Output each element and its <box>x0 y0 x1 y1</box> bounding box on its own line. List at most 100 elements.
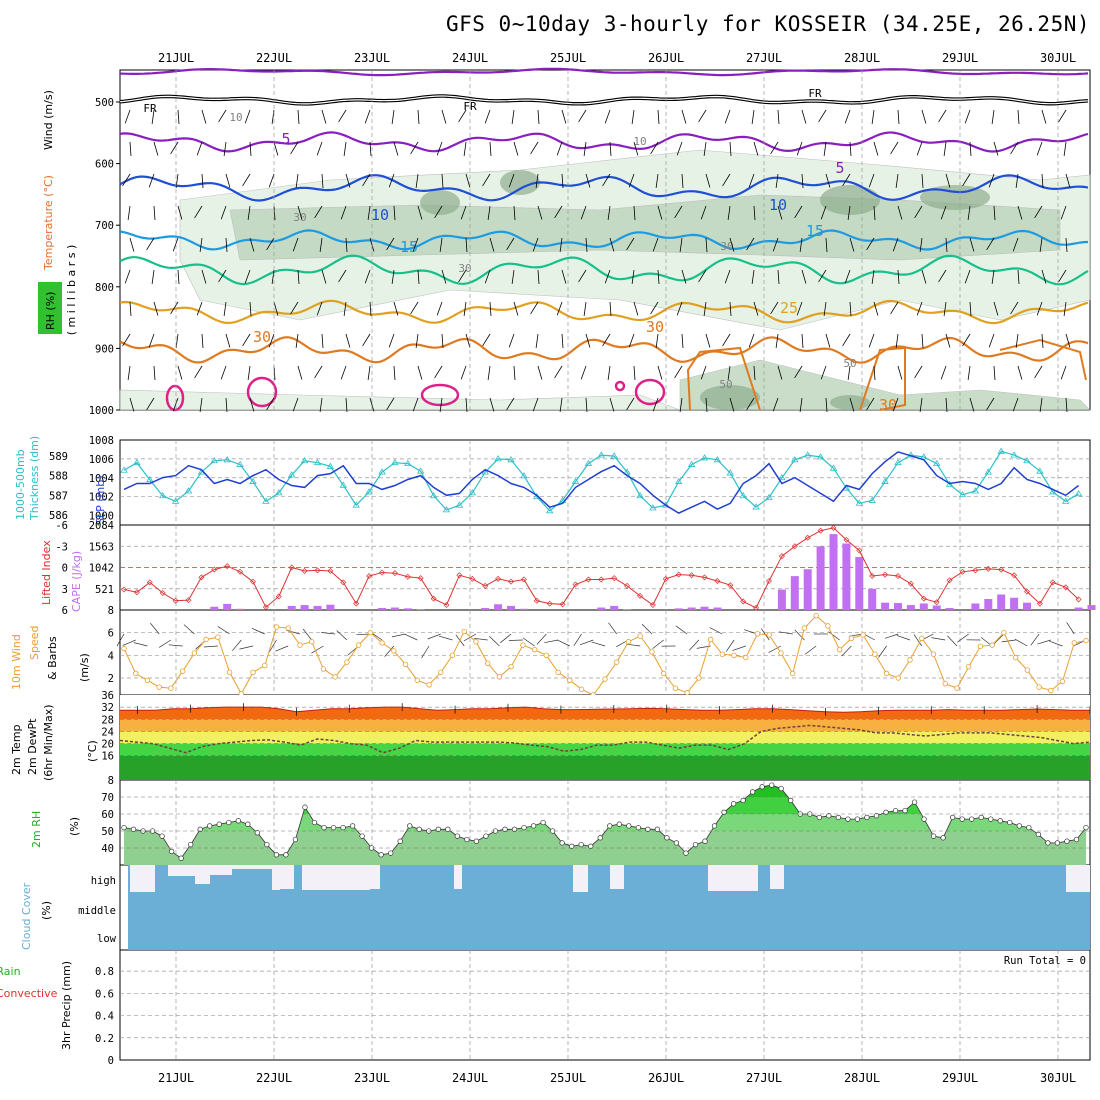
wind-barb <box>591 641 606 647</box>
wind-barb <box>1063 141 1067 156</box>
wind-speed-point <box>719 651 726 657</box>
slp-point <box>262 497 270 504</box>
wind-speed-point <box>766 632 772 638</box>
wind-barb <box>722 173 731 187</box>
rh-point <box>349 823 356 829</box>
wind-barb <box>271 269 275 284</box>
wind-speed-point <box>801 625 808 631</box>
wind-barb <box>249 237 255 252</box>
slp-point <box>778 474 786 481</box>
slp-point <box>249 477 257 484</box>
rh-point <box>435 826 441 832</box>
wind-barb <box>345 173 351 188</box>
wind-speed-point <box>543 652 550 659</box>
wind-barb <box>1063 301 1067 316</box>
lifted-index-point <box>288 564 295 571</box>
rh-point <box>388 850 394 856</box>
wind-barb <box>801 269 807 284</box>
wind-barb <box>698 269 707 283</box>
temp2m-label: 2m Temp <box>10 724 23 775</box>
rh-fill-band <box>124 785 1086 797</box>
wind-barb <box>585 173 591 188</box>
wind-speed-point <box>731 652 737 659</box>
wind-barb <box>873 301 879 316</box>
rh-point <box>759 784 765 790</box>
wind-barb <box>1010 301 1019 315</box>
freezing-level-line-inner <box>119 95 1089 105</box>
wind-barb <box>866 397 875 411</box>
cape-bar <box>519 608 528 610</box>
wind-barb <box>631 269 635 284</box>
wind-barb <box>463 141 467 156</box>
wind-barb <box>124 109 131 124</box>
wind-barb <box>388 173 395 188</box>
wind-barb <box>412 397 419 412</box>
lifted-index-point <box>430 595 437 602</box>
wind-barb <box>340 365 347 380</box>
slp-tick-label: 1006 <box>89 454 114 466</box>
precip-panel-frame <box>119 949 1091 1061</box>
temp-tick-label: 24 <box>101 726 114 738</box>
wind-barb <box>404 633 418 641</box>
lifted-index-point <box>133 589 140 596</box>
cape-bar <box>687 607 696 610</box>
wind-barb <box>1036 141 1043 156</box>
wind-barb <box>127 205 131 220</box>
wind-barb <box>511 109 515 124</box>
rh-shading-core <box>830 395 870 410</box>
wind-barb <box>511 269 515 284</box>
wind-barb <box>369 237 375 252</box>
wind-barb <box>913 634 923 647</box>
axis-tick-label: 500 <box>95 97 114 109</box>
rh-point <box>1016 823 1022 829</box>
cloud-gap <box>168 865 195 876</box>
wind-barb <box>194 205 203 219</box>
contour-label: 25 <box>780 299 798 317</box>
rh-fill-band <box>124 814 1086 831</box>
wind-barb <box>124 269 131 284</box>
lifted-index-point <box>637 592 643 599</box>
slp-point <box>1010 451 1018 458</box>
wind-barb <box>417 269 420 285</box>
rh-point <box>283 852 289 858</box>
precip-ylabel: 3hr Precip (mm) <box>60 961 73 1050</box>
wind-barb <box>962 173 971 187</box>
cape-bar <box>906 605 915 610</box>
wind-barb <box>500 633 512 644</box>
rh-shading-core <box>820 185 880 215</box>
wind-barb <box>316 141 323 156</box>
wind-speed-point <box>449 652 456 659</box>
wind-barb <box>223 141 227 156</box>
wind-barb <box>251 627 265 635</box>
rh-point <box>588 843 594 849</box>
wind-barb <box>465 333 471 348</box>
wind-barb <box>897 205 903 220</box>
wind-barb <box>689 639 700 651</box>
wind-speed-point <box>989 642 995 648</box>
slp-point <box>881 477 889 484</box>
wind-speed-point <box>367 629 374 636</box>
wind-barb <box>724 109 731 124</box>
cloud-gap <box>770 865 784 889</box>
wind-barb <box>122 639 136 646</box>
wind-barb <box>1034 205 1043 219</box>
slp-point <box>1049 488 1057 495</box>
wind-barb <box>914 205 923 219</box>
wind-barb <box>986 237 995 251</box>
rh-point <box>416 826 422 832</box>
wind-barb <box>427 633 441 640</box>
wind-barb <box>841 645 852 657</box>
wind-barb <box>633 301 639 316</box>
lifted-index-point <box>649 602 656 609</box>
wind-barb <box>703 141 707 156</box>
wind-barb <box>794 205 803 219</box>
wind-barb <box>532 397 539 412</box>
slp-label: SLP (mb) <box>94 475 107 525</box>
contour-label: 15 <box>806 222 824 240</box>
rh-point <box>892 807 899 814</box>
wind-barb <box>292 237 299 252</box>
rh-point <box>959 816 965 822</box>
cape-bar <box>481 607 490 610</box>
temperature-contour <box>119 174 1089 202</box>
wind-speed-point <box>203 636 209 643</box>
